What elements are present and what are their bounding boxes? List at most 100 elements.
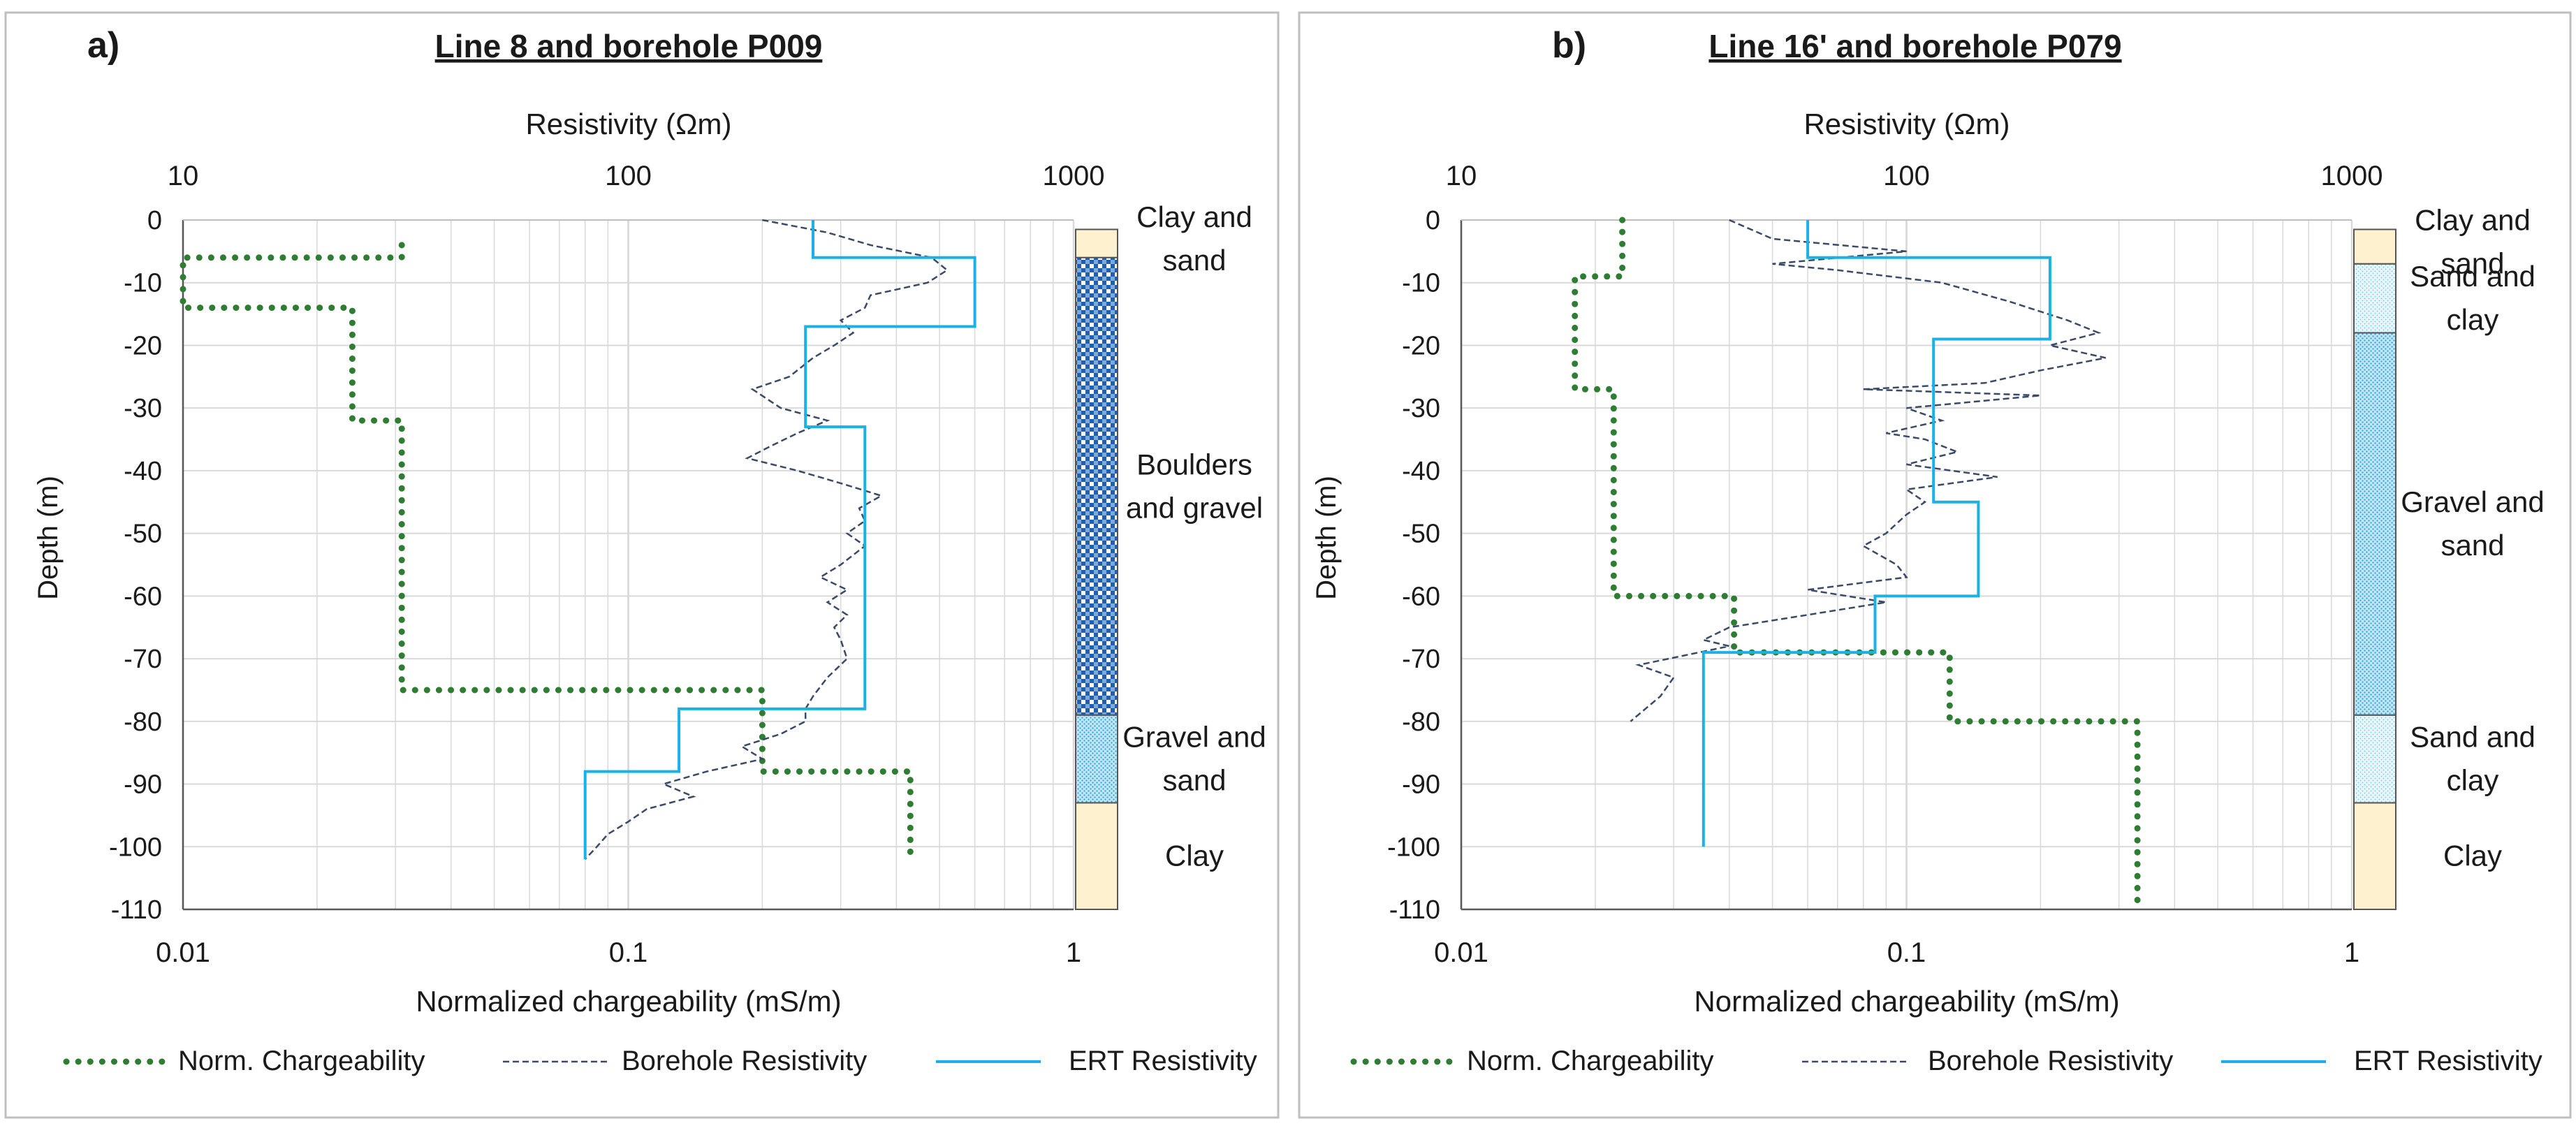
bottom-tick-label: 0.01 (1434, 937, 1488, 968)
axes (1460, 219, 2352, 911)
lithology-label-line: clay (2447, 303, 2499, 336)
y-tick-label: -70 (1402, 645, 1440, 674)
panel-frame (4, 11, 1280, 1119)
y-tick-label: -20 (124, 331, 162, 360)
series-norm-chargeability (180, 242, 914, 856)
lithology-label: Clay and sand (1136, 200, 1252, 277)
lithology-labels: Clay and sand Sand and clay Gravel and sand… (2401, 203, 2544, 872)
panel-label: b) (1552, 25, 1586, 66)
lithology-label-line: clay (2447, 764, 2499, 797)
lithology-layer (1075, 714, 1118, 804)
series-group (180, 219, 976, 860)
top-tick-labels: 10 100 1000 (1446, 161, 2383, 191)
chart-title: Line 16' and borehole P079 (1708, 28, 2121, 64)
y-tick-label: -50 (1402, 520, 1440, 549)
lithology-label-line: Clay and (1136, 200, 1252, 233)
legend-label: Borehole Resistivity (622, 1046, 867, 1076)
top-tick-label: 100 (1883, 161, 1930, 191)
lithology-label: Boulders and gravel (1126, 448, 1263, 524)
legend-label: Norm. Chargeability (1467, 1046, 1713, 1076)
legend-label: Borehole Resistivity (1928, 1046, 2173, 1076)
lithology-layer (1075, 802, 1118, 910)
y-tick-label: -50 (124, 520, 162, 549)
y-tick-label: -60 (1402, 582, 1440, 611)
lithology-label: Sand and clay (2410, 721, 2535, 797)
top-tick-labels: 10 100 1000 (168, 161, 1105, 191)
y-tick-label: -30 (124, 394, 162, 423)
lithology-layer (2353, 802, 2396, 910)
lithology-layer (2353, 332, 2396, 716)
legend-label: ERT Resistivity (1069, 1046, 1257, 1076)
y-tick-label: -90 (1402, 770, 1440, 800)
lithology-label-line: Boulders (1136, 448, 1252, 481)
lithology-label-line: sand (1162, 244, 1226, 277)
lithology-layer (1075, 256, 1118, 716)
y-tick-label: -100 (1387, 833, 1440, 862)
lithology-label: Gravel and sand (2401, 485, 2544, 562)
lithology-layer (2353, 228, 2396, 265)
y-tick-label: -110 (1389, 895, 1440, 925)
legend-label: ERT Resistivity (2354, 1046, 2542, 1076)
panel-label: a) (87, 25, 119, 66)
lithology-label-line: Clay and (2415, 203, 2531, 236)
lithology-label: Clay (2443, 840, 2502, 872)
y-tick-label: -10 (124, 269, 162, 298)
lithology-label-line: sand (2440, 529, 2504, 562)
panel-b: b) Line 16' and borehole P079 Resistivit… (1298, 11, 2572, 1119)
lithology-label-line: Gravel and (1122, 721, 1266, 754)
lithology-column (1075, 228, 1118, 910)
lithology-label-line: Clay (2443, 840, 2502, 872)
bottom-tick-label: 0.01 (156, 937, 210, 968)
lithology-label: Sand and clay (2410, 260, 2535, 336)
series-group (1572, 217, 2141, 907)
bottom-axis-label: Normalized chargeability (mS/m) (1694, 985, 2119, 1018)
legend: Norm. Chargeability Borehole Resistivity… (1350, 1046, 2542, 1076)
legend-label: Norm. Chargeability (178, 1046, 425, 1076)
lithology-column (2353, 228, 2396, 910)
lithology-label: Clay and sand (2415, 203, 2531, 279)
grid (1460, 219, 2353, 910)
lithology-label-line: sand (1162, 764, 1226, 797)
lithology-label-line: Sand and (2410, 260, 2535, 293)
bottom-tick-labels: 0.01 0.1 1 (156, 937, 1081, 968)
y-tick-label: -110 (111, 895, 162, 925)
y-tick-label: -100 (109, 833, 162, 862)
lithology-layer (2353, 263, 2396, 334)
y-axis-label: Depth (m) (1311, 476, 1342, 600)
y-tick-label: 0 (147, 206, 162, 235)
y-tick-label: -40 (1402, 457, 1440, 486)
lithology-label-line: and gravel (1126, 491, 1263, 524)
y-tick-labels: 0 -10 -20 -30 -40 -50 -60 -70 -80 -90 -1… (109, 206, 162, 925)
chart-title: Line 8 and borehole P009 (435, 28, 823, 64)
lithology-label-line: Sand and (2410, 721, 2535, 754)
y-tick-label: -80 (1402, 708, 1440, 737)
lithology-layer (2353, 714, 2396, 804)
series-norm-chargeability (1572, 217, 2141, 907)
series-ert-resistivity (1702, 220, 2051, 847)
bottom-tick-label: 0.1 (1887, 937, 1926, 968)
legend: Norm. Chargeability Borehole Resistivity… (63, 1046, 1257, 1076)
y-axis-label: Depth (m) (33, 476, 64, 600)
lithology-label-line: sand (2440, 247, 2504, 279)
top-axis-label: Resistivity (Ωm) (1803, 108, 2010, 140)
lithology-layer (1075, 228, 1118, 258)
y-tick-label: -70 (124, 645, 162, 674)
top-tick-label: 100 (605, 161, 652, 191)
top-tick-label: 10 (168, 161, 199, 191)
y-tick-label: -40 (124, 457, 162, 486)
y-tick-label: -10 (1402, 269, 1440, 298)
grid (182, 219, 1075, 910)
y-tick-label: -90 (124, 770, 162, 800)
bottom-tick-labels: 0.01 0.1 1 (1434, 937, 2359, 968)
lithology-labels: Clay and sand Boulders and gravel Gravel a… (1122, 200, 1266, 872)
series-ert-resistivity (583, 220, 976, 860)
y-tick-label: -20 (1402, 331, 1440, 360)
axes (182, 219, 1074, 911)
top-tick-label: 1000 (2321, 161, 2383, 191)
panel-a: a) Line 8 and borehole P009 Resistivity … (4, 11, 1280, 1119)
bottom-tick-label: 0.1 (609, 937, 648, 968)
bottom-tick-label: 1 (1066, 937, 1081, 968)
lithology-label-line: Clay (1165, 840, 1224, 872)
y-tick-label: 0 (1426, 206, 1440, 235)
